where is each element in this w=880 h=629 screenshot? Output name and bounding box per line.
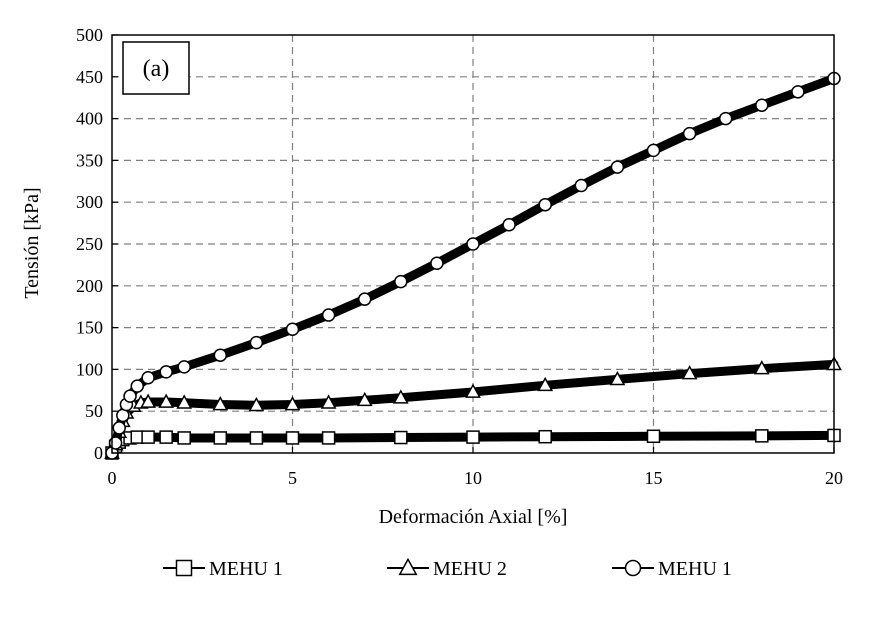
legend-label: MEHU 2: [433, 558, 507, 580]
data-point: [249, 431, 264, 445]
x-tick-label: 10: [464, 468, 482, 488]
data-point: [466, 430, 480, 444]
data-point: [609, 370, 626, 386]
data-point: [357, 292, 372, 306]
x-tick-label: 15: [645, 468, 663, 488]
data-point: [682, 126, 697, 141]
y-tick-label: 150: [76, 318, 103, 338]
y-tick-label: 350: [76, 150, 103, 170]
data-point: [159, 430, 173, 444]
x-tick-label: 5: [288, 468, 297, 488]
data-point: [574, 178, 589, 193]
x-tick-label: 20: [825, 468, 843, 488]
data-point: [791, 85, 805, 99]
data-point: [177, 431, 191, 445]
data-point: [176, 394, 193, 409]
legend-item: MEHU 1: [163, 558, 283, 580]
legend-marker: [175, 559, 193, 577]
data-point: [285, 322, 300, 337]
data-point: [284, 396, 301, 411]
data-point: [466, 237, 480, 251]
y-tick-label: 250: [76, 234, 103, 254]
legend-label: MEHU 1: [658, 558, 732, 580]
panel-label-text: (a): [143, 56, 170, 82]
data-point: [610, 160, 625, 174]
data-point: [538, 197, 552, 212]
x-tick-label: 0: [108, 468, 117, 488]
data-point: [394, 430, 408, 445]
legend-marker: [624, 559, 642, 577]
data-point: [213, 348, 228, 362]
data-point: [159, 365, 173, 379]
panel-label-box: [122, 41, 190, 95]
data-point: [430, 256, 444, 270]
data-point: [141, 371, 155, 385]
grid: [112, 35, 834, 453]
y-tick-label: 0: [94, 443, 103, 463]
data-point: [141, 430, 155, 444]
legend: MEHU 1 MEHU 2 MEHU 1: [163, 557, 732, 580]
data-point: [646, 429, 661, 444]
data-point: [392, 389, 409, 404]
legend-item: MEHU 1: [612, 558, 732, 580]
data-point: [177, 360, 191, 374]
data-point: [394, 274, 408, 289]
y-tick-label: 200: [76, 276, 103, 296]
x-axis-title: Deformación Axial [%]: [379, 506, 568, 528]
data-point: [248, 396, 265, 412]
y-tick-label: 400: [76, 109, 103, 129]
data-point: [718, 111, 733, 126]
y-axis-title: Tensión [kPa]: [21, 187, 43, 298]
data-point: [755, 98, 769, 112]
data-point: [356, 391, 373, 407]
data-point: [112, 421, 126, 435]
data-point: [537, 376, 554, 392]
data-point: [321, 431, 336, 445]
data-point: [646, 143, 661, 158]
data-point: [123, 389, 137, 403]
data-point: [140, 393, 156, 408]
data-point: [753, 360, 770, 375]
data-point: [502, 218, 516, 232]
data-point: [130, 379, 145, 393]
data-point: [249, 335, 264, 350]
y-tick-label: 100: [76, 359, 103, 379]
panel-label: (a): [122, 41, 190, 95]
data-point: [538, 429, 552, 444]
legend-marker: [398, 557, 418, 576]
legend-label: MEHU 1: [209, 558, 283, 580]
data-point: [681, 365, 698, 380]
data-point: [158, 393, 175, 408]
legend-item: MEHU 2: [387, 557, 507, 580]
data-point: [212, 396, 229, 411]
data-point: [465, 383, 481, 398]
y-tick-label: 500: [76, 25, 103, 45]
data-point: [213, 431, 228, 445]
y-tick-label: 450: [76, 67, 103, 87]
data-point: [321, 308, 336, 322]
y-tick-label: 50: [85, 401, 103, 421]
data-point: [285, 431, 300, 445]
data-point: [755, 429, 769, 443]
data-point: [320, 394, 337, 409]
y-tick-label: 300: [76, 192, 103, 212]
